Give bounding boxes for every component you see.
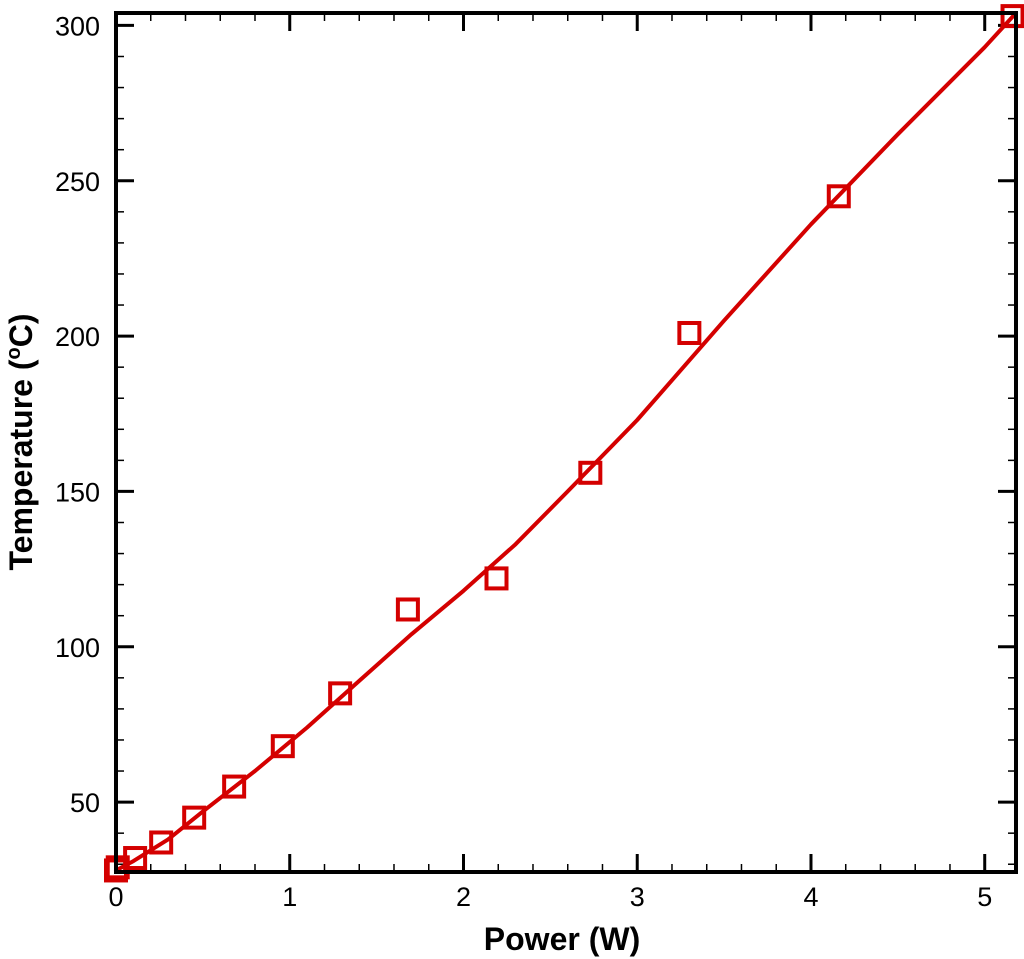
data-point-marker (826, 184, 851, 209)
data-point-marker (182, 805, 207, 830)
data-point-marker (578, 460, 603, 485)
x-tick-label: 2 (456, 882, 471, 912)
data-point-marker (149, 830, 174, 855)
y-axis-title-degree: o (3, 347, 25, 359)
data-point-marker (328, 681, 353, 706)
plot-background (116, 13, 1016, 872)
data-point-marker (123, 846, 148, 871)
data-point-marker (395, 597, 420, 622)
x-tick-label: 1 (282, 882, 297, 912)
x-tick-label: 5 (977, 882, 992, 912)
y-tick-labels: 50 100 150 200 250 300 (55, 11, 100, 818)
fit-line (114, 11, 1018, 873)
y-tick-label: 50 (70, 788, 100, 818)
fit-line-group (114, 11, 1018, 873)
y-tick-label: 100 (55, 633, 100, 663)
x-tick-label: 4 (803, 882, 818, 912)
y-tick-label: 200 (55, 322, 100, 352)
y-axis-title-suffix: C) (3, 314, 39, 348)
y-axis-title-prefix: Temperature ( (3, 359, 39, 570)
x-tick-labels: 0 1 2 3 4 5 (108, 882, 992, 912)
y-tick-label: 250 (55, 167, 100, 197)
data-point-marker (1000, 4, 1024, 29)
x-tick-label: 0 (108, 882, 123, 912)
plot-frame (114, 11, 1018, 874)
data-point-marker (222, 774, 247, 799)
x-tick-label: 3 (630, 882, 645, 912)
x-axis-title: Power (W) (484, 921, 640, 957)
y-tick-label: 300 (55, 11, 100, 41)
y-tick-label: 150 (55, 477, 100, 507)
y-axis-title: Temperature (oC) (3, 314, 39, 571)
data-point-marker (270, 734, 295, 759)
data-point-marker (484, 566, 509, 591)
data-point-marker (677, 320, 702, 345)
